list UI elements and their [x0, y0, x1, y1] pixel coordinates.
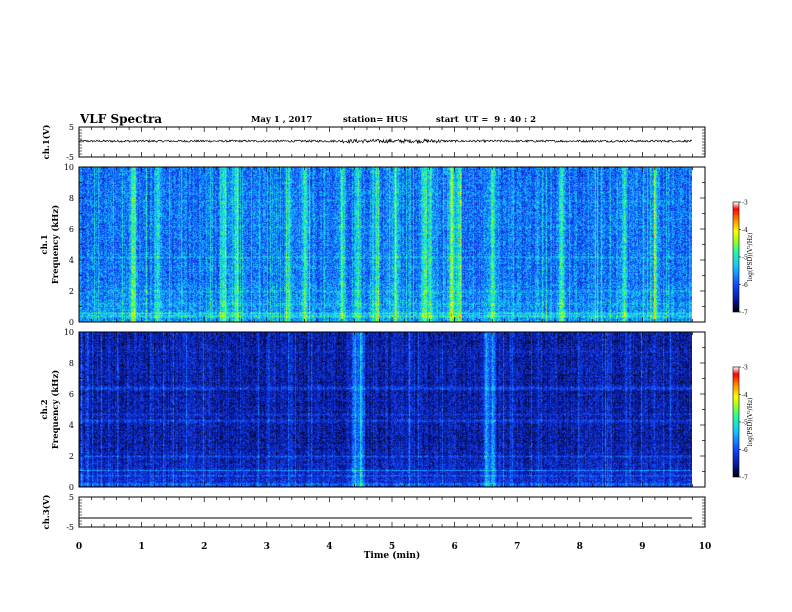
x-ticklabel: 6: [451, 542, 457, 552]
ch1-spectrogram-ytick: 0: [69, 318, 74, 327]
station-label: station= HUS: [343, 115, 408, 125]
ch1-waveform-ytick: -5: [66, 153, 74, 162]
ch1-waveform-trace: [78, 137, 693, 145]
ch1-spectrogram-empty: [692, 167, 705, 322]
ch2-spectrogram-ytick: 2: [69, 452, 74, 461]
ch1-waveform-ylabel: ch.1(V): [41, 125, 52, 160]
ch3-waveform-ylabel: ch.3(V): [41, 495, 52, 530]
ch2-spectrogram-ylabel: Frequency (kHz): [50, 370, 61, 449]
ch2-spectrogram-ytick: 8: [69, 359, 74, 368]
ch2-spectrogram-colorbar-label: log(PSD)(V²/Hz): [747, 398, 754, 447]
ch1-spectrogram-channel-label: ch.1: [40, 234, 50, 254]
x-ticklabel: 0: [76, 542, 82, 552]
ch2-spectrogram-colorbar-canvas: [733, 367, 739, 477]
ch2-spectrogram-colorbar-ticklabel: -6: [742, 447, 748, 454]
ch3-waveform-panel: 5 -5 ch.3(V): [41, 493, 706, 532]
ch3-waveform-ytick: 5: [69, 493, 74, 502]
ch2-spectrogram-image: [79, 332, 692, 487]
ch2-spectrogram-ytick: 0: [69, 483, 74, 492]
ch2-spectrogram-canvas: [79, 332, 692, 487]
ch2-spectrogram-ytick: 6: [69, 390, 74, 399]
ch2-spectrogram-ytick: 4: [69, 421, 74, 430]
x-ticklabel: 3: [264, 542, 270, 552]
start-time-label: start UT = 9 : 40 : 2: [436, 115, 537, 125]
x-ticklabel: 10: [699, 542, 712, 552]
ch2-spectrogram-colorbar-ticklabel: -4: [742, 392, 748, 399]
ch2-spectrogram-colorbar-ticklabel: -5: [742, 420, 748, 427]
ch1-spectrogram-ytick: 2: [69, 287, 74, 296]
ch1-spectrogram-ytick: 4: [69, 256, 74, 265]
x-axis-label: Time (min): [364, 550, 421, 561]
ch1-spectrogram-colorbar-canvas: [733, 202, 739, 312]
ch2-spectrogram-ytick: 10: [64, 328, 74, 337]
x-ticklabel: 1: [138, 542, 144, 552]
x-ticklabel: 7: [514, 542, 520, 552]
ch2-spectrogram-empty: [692, 332, 705, 487]
ch1-spectrogram-canvas: [79, 167, 692, 322]
ch2-spectrogram-colorbar-ticklabel: -3: [742, 365, 748, 372]
ch1-spectrogram-colorbar-image: [733, 202, 739, 312]
x-ticklabel: 9: [639, 542, 645, 552]
x-ticklabel: 8: [577, 542, 583, 552]
ch1-spectrogram-panel: 0 2 4 6 8 10 ch.1 Frequency (kHz): [40, 163, 706, 327]
ch1-spectrogram-ytick: 10: [64, 163, 74, 172]
x-ticklabel: 2: [201, 542, 207, 552]
ch1-spectrogram-colorbar-label: log(PSD)(V²/Hz): [747, 233, 754, 282]
ch2-spectrogram-channel-label: ch.2: [40, 399, 50, 419]
x-ticklabel: 4: [326, 542, 332, 552]
ch1-waveform-ytick: 5: [69, 123, 74, 132]
ch1-spectrogram-colorbar-ticklabel: -7: [742, 310, 748, 317]
ch1-spectrogram-ytick: 6: [69, 225, 74, 234]
ch2-spectrogram-colorbar-image: [733, 367, 739, 477]
figure-title: VLF Spectra: [80, 112, 163, 126]
ch1-spectrogram-colorbar-ticklabel: -3: [742, 200, 748, 207]
ch1-waveform-panel: 5 -5 ch.1(V): [41, 123, 706, 162]
colorbar-ch1: -3 -4 -5 -6 -7 log(PSD)(V²/Hz): [732, 200, 754, 317]
date-label: May 1 , 2017: [251, 115, 313, 125]
ch1-spectrogram-colorbar-ticklabel: -6: [742, 282, 748, 289]
colorbar-ch2: -3 -4 -5 -6 -7 log(PSD)(V²/Hz): [732, 365, 754, 482]
ch1-spectrogram-ylabel: Frequency (kHz): [50, 205, 61, 284]
ch1-spectrogram-image: [79, 167, 692, 322]
ch2-spectrogram-panel: 0 2 4 6 8 10 ch.2 Frequency (kHz): [40, 328, 706, 492]
time-axis: 0 1 2 3 4 5 6 7 8 9 10 Time (min): [76, 542, 711, 561]
ch3-waveform-ytick: -5: [66, 523, 74, 532]
ch1-spectrogram-colorbar-ticklabel: -4: [742, 227, 748, 234]
ch1-spectrogram-ytick: 8: [69, 194, 74, 203]
ch1-spectrogram-colorbar-ticklabel: -5: [742, 255, 748, 262]
x-ticklabel: 5: [389, 542, 395, 552]
ch2-spectrogram-colorbar-ticklabel: -7: [742, 475, 748, 482]
